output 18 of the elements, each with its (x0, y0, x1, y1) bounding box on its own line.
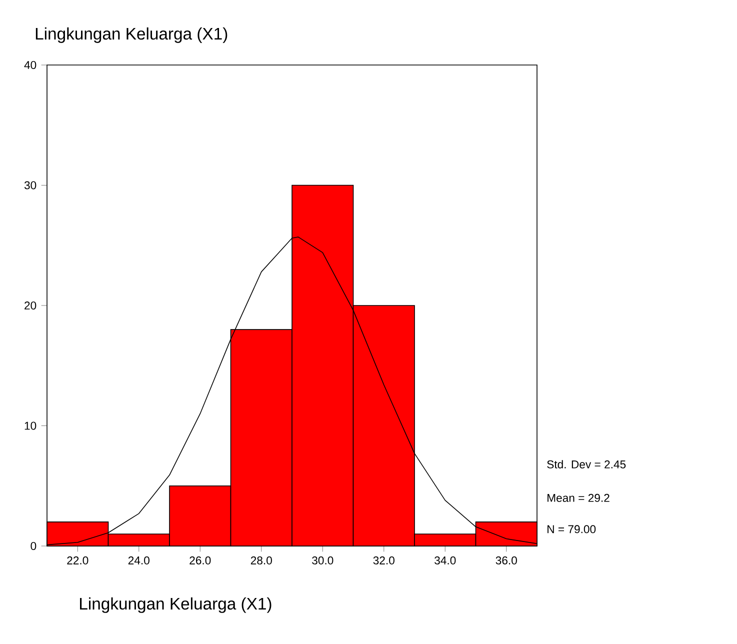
y-tick-label: 20 (24, 302, 36, 310)
y-tick-label: 0 (30, 542, 36, 550)
text: Std. Dev = 2.45 (547, 460, 626, 468)
x-axis-title: Lingkungan Keluarga (X1) (80, 597, 272, 613)
text: Mean = 29.2 (548, 494, 610, 502)
x-tick-label: 24.0 (128, 556, 150, 564)
y-tick-label: 30 (24, 181, 36, 190)
y-tick-label: 40 (24, 61, 36, 70)
chart-title: Lingkungan Keluarga (X1) (36, 27, 228, 43)
y-tick-label: 10 (24, 422, 36, 430)
x-tick-label: 28.0 (250, 556, 272, 564)
x-tick-label: 26.0 (190, 556, 211, 564)
x-tick-label: 22.0 (67, 556, 88, 564)
x-tick-label: 36.0 (496, 556, 517, 564)
x-tick-label: 32.0 (373, 556, 394, 564)
x-tick-label: 34.0 (434, 556, 456, 564)
text: N = 79.00 (548, 525, 596, 534)
x-tick-label: 30.0 (312, 556, 334, 564)
